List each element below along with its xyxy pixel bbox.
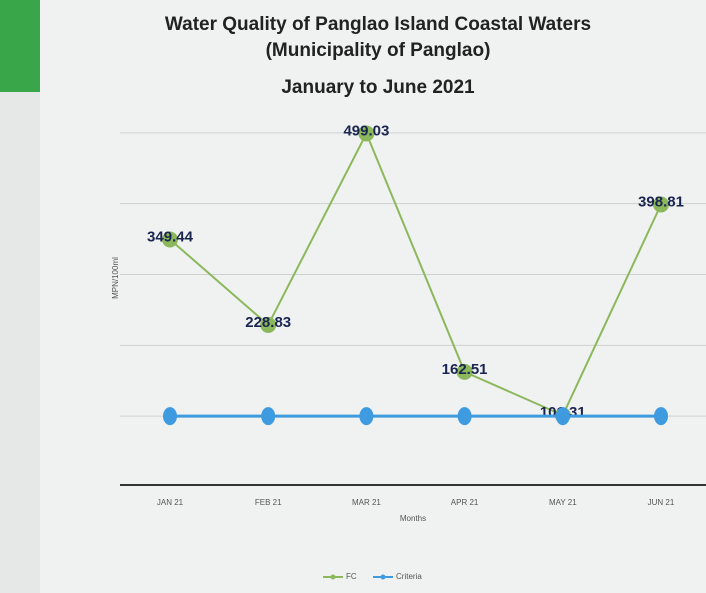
legend-label: Criteria (396, 572, 422, 581)
data-point (261, 407, 276, 426)
data-point (457, 407, 472, 426)
data-point (653, 196, 669, 213)
x-tick-label: FEB 21 (255, 498, 282, 507)
data-point (358, 125, 375, 142)
data-label: 162.51 (442, 361, 488, 378)
x-tick-label: JUN 21 (648, 498, 675, 507)
x-axis-label: Months (400, 514, 426, 523)
legend-marker (380, 574, 386, 580)
data-point (359, 407, 374, 426)
legend-label: FC (346, 572, 357, 581)
data-point (654, 407, 668, 426)
data-label: 228.83 (245, 314, 291, 331)
data-point (260, 316, 277, 333)
x-tick-label: APR 21 (451, 498, 479, 507)
data-label: 398.81 (638, 193, 684, 210)
x-tick-label: MAR 21 (352, 498, 381, 507)
series-line (169, 131, 662, 417)
legend-marker (330, 574, 336, 580)
x-tick-label: JAN 21 (157, 498, 184, 507)
x-tick-label: MAY 21 (549, 498, 577, 507)
chart-title: Water Quality of Panglao Island Coastal … (164, 14, 592, 61)
chart-panel (40, 0, 706, 593)
data-point (555, 407, 570, 426)
data-point (163, 407, 177, 426)
data-label: 499.03 (343, 122, 389, 139)
chart-subtitle: January to June 2021 (281, 77, 475, 98)
y-axis-label: MPN/100ml (111, 257, 120, 299)
data-point (456, 363, 473, 380)
data-label: 349.44 (147, 228, 194, 245)
data-point (162, 231, 178, 248)
